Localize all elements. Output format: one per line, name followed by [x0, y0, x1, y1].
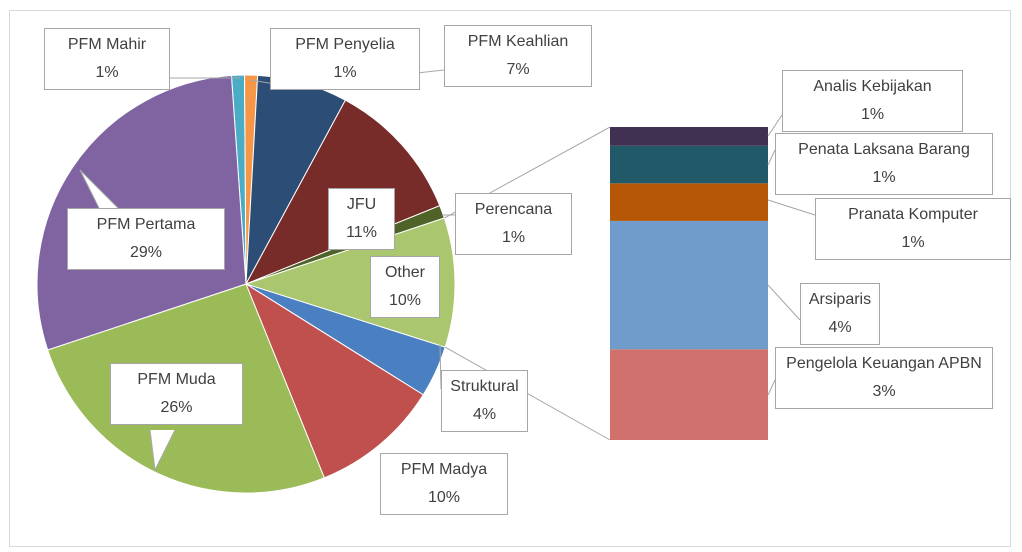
callout-line — [767, 149, 776, 166]
label-value: 26% — [160, 399, 193, 416]
label-name: Analis Kebijakan — [813, 78, 932, 95]
label-value: 1% — [95, 64, 119, 81]
bar-segment — [610, 183, 768, 221]
label-name: Penata Laksana Barang — [798, 141, 970, 158]
data-label: PFM Keahlian 7% — [444, 25, 592, 87]
callout-line — [767, 379, 776, 396]
bar-segment — [610, 145, 768, 184]
data-label: PFM Penyelia 1% — [270, 28, 420, 90]
callout-line — [767, 284, 801, 321]
callout-tail — [79, 169, 121, 211]
label-name: PFM Muda — [137, 371, 216, 388]
data-label: Arsiparis 4% — [800, 283, 880, 345]
label-value: 1% — [860, 106, 885, 123]
callout-line — [439, 344, 442, 390]
label-value: 10% — [388, 292, 422, 309]
data-label: Pranata Komputer 1% — [815, 198, 1011, 260]
label-value: 1% — [901, 234, 925, 251]
label-name: PFM Mahir — [67, 36, 147, 53]
label-name: PFM Pertama — [96, 216, 196, 233]
label-value: 10% — [427, 489, 461, 506]
label-value: 4% — [472, 406, 497, 423]
data-label: Analis Kebijakan 1% — [782, 70, 963, 132]
label-name: JFU — [346, 196, 377, 213]
data-label: Perencana 1% — [455, 193, 572, 255]
label-name: Other — [384, 264, 425, 281]
data-label: PFM Pertama 29% — [67, 208, 225, 270]
data-label: Penata Laksana Barang 1% — [775, 133, 993, 195]
bar-segment — [610, 220, 768, 350]
data-label: PFM Mahir 1% — [44, 28, 170, 90]
label-name: Perencana — [474, 201, 553, 218]
data-label: Pengelola Keuangan APBN 3% — [775, 347, 993, 409]
data-label: PFM Muda 26% — [110, 363, 243, 425]
label-name: PFM Penyelia — [295, 36, 395, 53]
callout-line — [767, 114, 783, 137]
callout-tail — [149, 429, 176, 472]
callout-line — [767, 199, 816, 216]
label-name: Pranata Komputer — [848, 206, 978, 223]
pie-slice — [244, 282, 424, 479]
data-label: JFU 11% — [328, 188, 395, 250]
label-value: 29% — [129, 244, 163, 261]
label-value: 4% — [828, 319, 852, 336]
label-value: 1% — [872, 169, 896, 186]
data-label: Struktural 4% — [441, 370, 528, 432]
label-name: PFM Madya — [400, 461, 488, 478]
chart-frame — [9, 10, 1011, 547]
label-value: 3% — [872, 383, 896, 400]
data-label: Other 10% — [370, 256, 440, 318]
label-value: 1% — [333, 64, 357, 81]
label-value: 11% — [346, 224, 377, 241]
label-value: 7% — [506, 61, 530, 78]
label-value: 1% — [501, 229, 526, 246]
label-name: Struktural — [450, 378, 519, 395]
label-name: Arsiparis — [808, 291, 872, 308]
label-name: PFM Keahlian — [467, 33, 569, 50]
label-name: Pengelola Keuangan APBN — [786, 355, 982, 372]
bar-segment — [610, 349, 768, 440]
data-label: PFM Madya 10% — [380, 453, 508, 515]
bar-segment — [610, 127, 768, 146]
